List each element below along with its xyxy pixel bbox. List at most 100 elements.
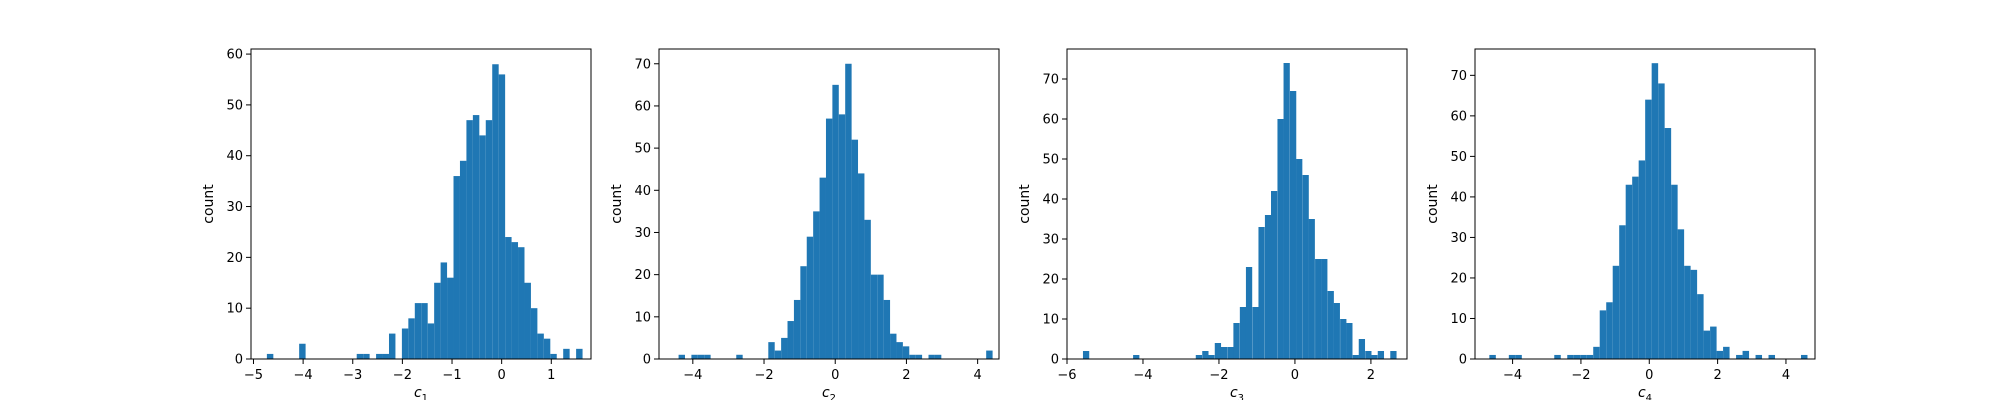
x-tick-label: 2	[902, 368, 910, 383]
x-tick-label: 0	[498, 368, 506, 383]
histogram-bar	[928, 354, 935, 359]
histogram-bar	[299, 343, 306, 359]
x-tick-label: −4	[683, 368, 702, 383]
histogram-bar	[356, 353, 364, 359]
histogram-bar	[800, 266, 807, 359]
histogram-bar	[1755, 354, 1763, 359]
x-tick-label: −6	[1057, 368, 1076, 383]
histogram-bar	[485, 120, 493, 360]
histogram-bar	[505, 237, 512, 359]
axes-frame	[1066, 48, 1408, 360]
histogram-bar	[819, 177, 826, 359]
histogram-bar	[1258, 227, 1265, 359]
histogram-bar	[459, 160, 467, 359]
histogram-bar	[678, 354, 685, 359]
x-axis-label: c2	[822, 385, 836, 400]
histogram-bar	[1233, 323, 1240, 359]
histogram-bar	[421, 303, 428, 359]
histogram-bar	[511, 242, 519, 359]
histogram-bar	[1638, 160, 1646, 359]
histogram-bar	[781, 337, 788, 359]
y-tick-label: 0	[235, 353, 243, 368]
y-tick-label: 50	[634, 142, 651, 157]
histogram-bar	[1593, 346, 1600, 359]
x-tick-label: 0	[1291, 368, 1299, 383]
histogram-bar	[1377, 351, 1385, 359]
histogram-bar	[883, 299, 891, 359]
histogram-bar	[1664, 128, 1672, 359]
histogram-bar	[1716, 350, 1724, 359]
histogram-bar	[524, 282, 531, 359]
y-tick-label: 60	[634, 99, 651, 114]
histogram-bar	[492, 64, 499, 359]
y-tick-label: 30	[226, 200, 243, 215]
histogram-bar	[1677, 229, 1685, 359]
histogram-bar	[530, 308, 538, 359]
histogram-bar	[986, 350, 993, 359]
histogram-bar	[1645, 99, 1652, 360]
y-tick-label: 10	[1042, 313, 1059, 328]
histogram-bar	[537, 333, 544, 359]
histogram-bar	[1283, 63, 1290, 359]
histogram-bar	[1768, 354, 1776, 359]
x-tick-label: 0	[831, 368, 839, 383]
x-tick-label: −5	[244, 368, 263, 383]
histogram-bar	[1606, 302, 1613, 359]
y-tick-label: 0	[1051, 353, 1059, 368]
y-axis-label: count	[1017, 184, 1033, 224]
histogram-bar	[1723, 346, 1730, 359]
histogram-bar	[1358, 339, 1366, 359]
histogram-bar	[1321, 259, 1328, 359]
histogram-bar	[550, 353, 557, 359]
histogram-bar	[864, 219, 871, 359]
histogram-bar	[1742, 350, 1750, 359]
histogram-bar	[691, 354, 698, 359]
histogram-bar	[1202, 351, 1209, 359]
x-tick-label: −4	[1133, 368, 1152, 383]
histogram-bar	[1580, 354, 1587, 359]
y-tick-label: 70	[1042, 73, 1059, 88]
histogram-bar	[1554, 354, 1561, 359]
histogram-bar	[1352, 355, 1359, 359]
histogram-bar	[427, 323, 435, 359]
histogram-bar	[1619, 225, 1626, 359]
y-tick-label: 0	[1459, 353, 1467, 368]
y-tick-label: 70	[1450, 69, 1467, 84]
histogram-bar	[543, 338, 551, 359]
histogram-bar	[1214, 343, 1222, 359]
x-tick-label: 2	[1713, 368, 1721, 383]
histogram-bar	[479, 135, 486, 359]
histogram-bar	[1632, 176, 1639, 359]
axes-frame	[658, 48, 1000, 360]
histogram-bar	[1710, 326, 1717, 359]
histogram-bar	[1684, 265, 1691, 359]
x-axis-label: c4	[1638, 385, 1652, 400]
histogram-bar	[1277, 119, 1284, 359]
histogram-bar	[1082, 351, 1090, 359]
x-axis-label-subscript: 3	[1238, 393, 1244, 400]
histogram-bar	[787, 321, 794, 359]
histogram-bar	[1658, 83, 1665, 359]
histogram-bar	[1690, 269, 1698, 359]
axes-frame	[1474, 48, 1816, 360]
histogram-bar	[1208, 355, 1215, 359]
histogram-bar	[1220, 347, 1228, 359]
histogram-bar	[1340, 319, 1347, 359]
y-tick-label: 20	[1450, 271, 1467, 286]
histogram-bar	[1195, 355, 1203, 359]
y-tick-label: 10	[226, 302, 243, 317]
x-tick-label: −3	[343, 368, 362, 383]
histogram-bar	[1308, 219, 1315, 359]
histogram-bar	[768, 342, 775, 359]
histogram-bar	[1245, 267, 1253, 359]
histogram-bar	[440, 262, 448, 359]
x-tick-label: 2	[1367, 368, 1375, 383]
histogram-bar	[1315, 259, 1322, 359]
x-tick-label: −2	[1209, 368, 1228, 383]
histogram-bar	[1800, 354, 1808, 359]
histogram-bar	[1346, 323, 1353, 359]
